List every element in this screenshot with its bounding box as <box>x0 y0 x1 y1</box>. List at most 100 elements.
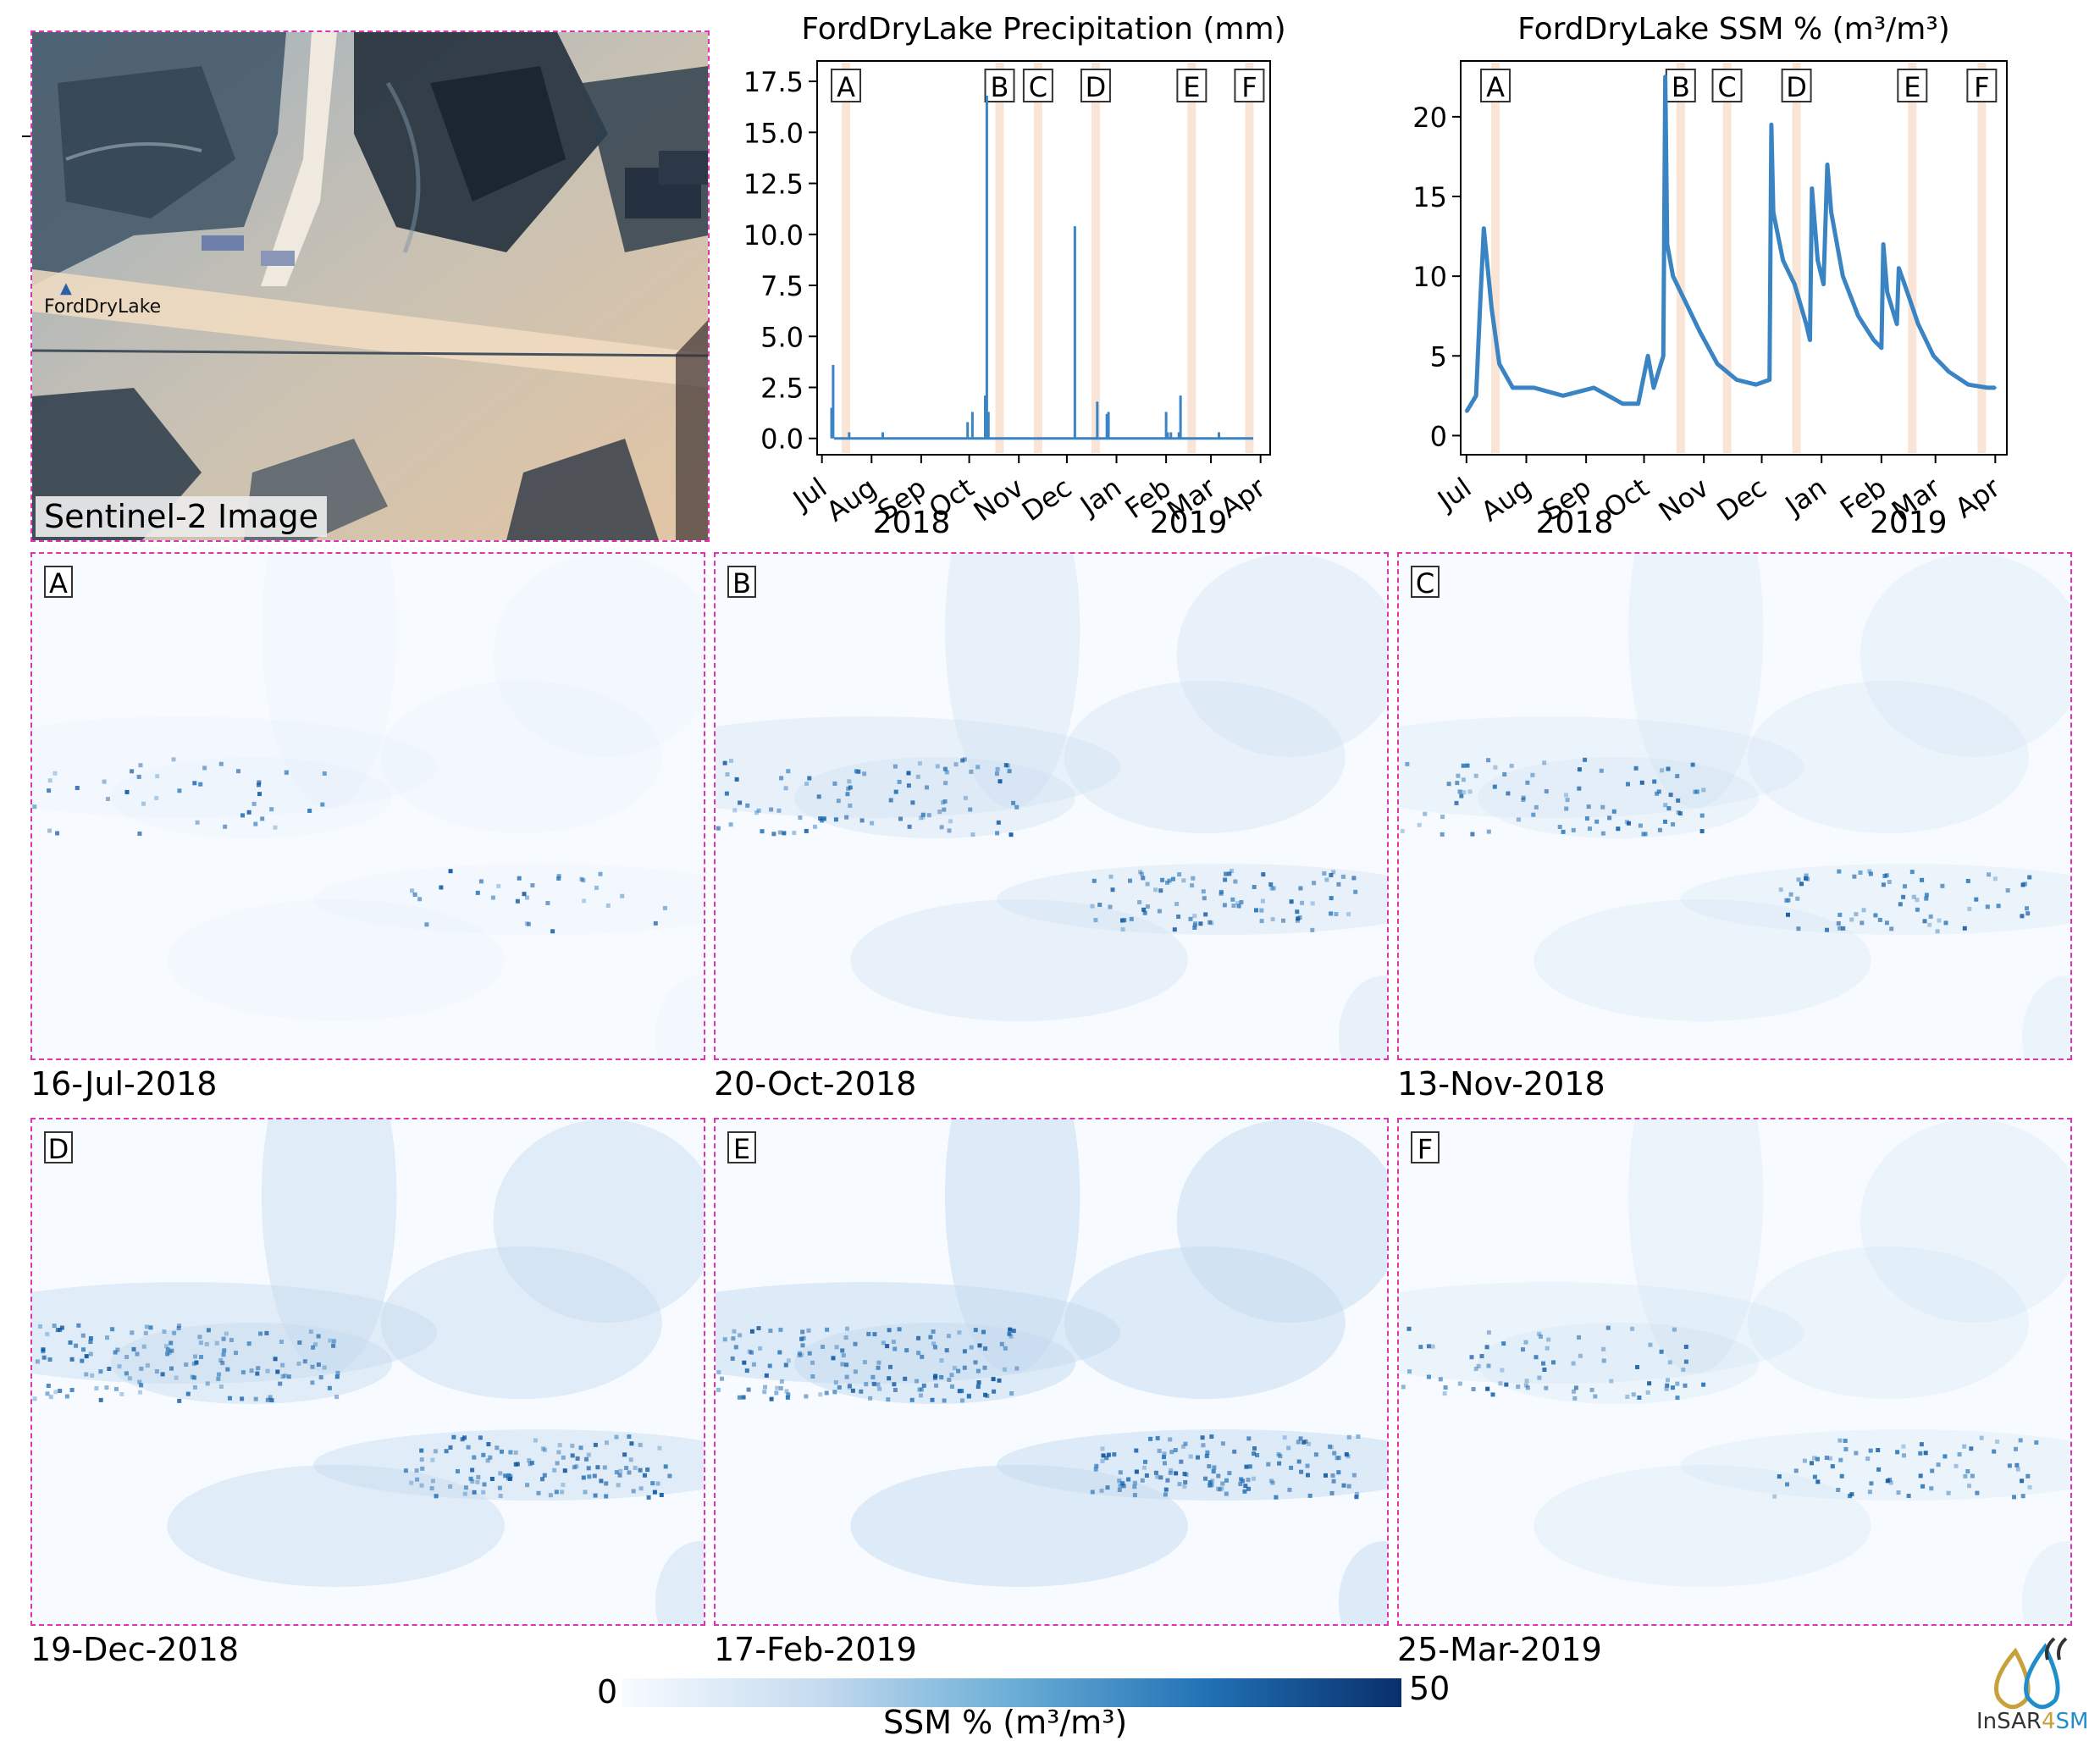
marker-box <box>1897 69 1928 102</box>
ssm-point <box>1830 211 1833 214</box>
ssm-point <box>1857 314 1860 318</box>
sentinel-label: Sentinel-2 Image <box>36 496 328 537</box>
ssm-point <box>1652 386 1655 390</box>
ssm-point <box>1592 386 1595 390</box>
logo-four: 4 <box>2041 1709 2056 1734</box>
precip-chart: FordDryLake Precipitation (mm) A B C D E F 0.0 2… <box>720 0 1389 542</box>
ssm-point <box>1782 258 1785 262</box>
map-date: 16-Jul-2018 <box>30 1065 218 1103</box>
x-tick-label: Dec <box>1016 471 1078 528</box>
ssm-series-line <box>1464 75 1996 413</box>
ssm-point <box>1816 258 1820 262</box>
ssm-point <box>1986 386 1989 390</box>
marker-label: D <box>1086 71 1107 103</box>
site-marker-icon: ▲ <box>60 279 72 297</box>
chart-title: FordDryLake SSM % (m³/m³) <box>1517 12 1950 47</box>
map-date: 13-Nov-2018 <box>1397 1065 1605 1103</box>
map-letter: D <box>44 1131 73 1165</box>
ssm-point <box>1771 211 1775 214</box>
colorbar-min: 0 <box>597 1673 618 1711</box>
year-label: 2018 <box>1536 506 1614 540</box>
ssm-point <box>1886 290 1889 294</box>
ssm-map-texture <box>716 1119 1387 1624</box>
ssm-map-texture <box>1399 1119 2070 1624</box>
year-label: 2019 <box>1870 506 1948 540</box>
marker-label: E <box>1904 71 1920 103</box>
x-tick-label: Apr <box>1949 471 2007 524</box>
y-tick-label: 10.0 <box>743 219 804 251</box>
year-label: 2018 <box>873 506 951 540</box>
map-letter: C <box>1411 566 1440 600</box>
ssm-map-c: C <box>1397 552 2072 1060</box>
logo-suffix: SM <box>2055 1709 2089 1734</box>
ssm-point <box>1666 242 1669 246</box>
ssm-map-e: E <box>714 1118 1389 1626</box>
ssm-point <box>1478 307 1482 310</box>
ssm-point <box>1931 354 1935 357</box>
ssm-point <box>1664 75 1667 79</box>
ssm-map-texture <box>716 554 1387 1058</box>
marker-band <box>1245 63 1254 453</box>
y-tick-label: 20 <box>1412 102 1447 134</box>
y-tick-label: 7.5 <box>760 270 804 302</box>
chart-title: FordDryLake Precipitation (mm) <box>801 12 1285 47</box>
ssm-point <box>1661 354 1665 357</box>
ssm-point <box>1755 383 1758 386</box>
ssm-point <box>1511 386 1515 390</box>
marker-label: B <box>991 71 1009 103</box>
ssm-chart: FordDryLake SSM % (m³/m³) A B C D E F 0 5 10 15 20 J… <box>1389 0 2066 542</box>
ssm-point <box>1561 394 1565 397</box>
axis-tick <box>22 135 30 137</box>
y-tick-label: 17.5 <box>743 66 804 98</box>
sentinel-image-panel: ▲ FordDryLake Sentinel-2 Image <box>30 30 710 542</box>
ssm-map-texture <box>1399 554 2070 1058</box>
marker-band <box>1091 63 1100 453</box>
colorbar <box>622 1678 1401 1707</box>
ssm-point <box>1880 346 1883 350</box>
year-label: 2019 <box>1150 506 1228 540</box>
ssm-point <box>1841 274 1844 278</box>
marker-label: F <box>1974 71 1989 103</box>
marker-box <box>1966 69 1998 102</box>
ssm-point <box>1465 410 1468 413</box>
y-tick-label: 10 <box>1412 261 1447 293</box>
plot-frame <box>1460 60 2008 456</box>
ssm-chart-svg: FordDryLake SSM % (m³/m³) A B C D E F 0 5 10 15 20 J… <box>1412 12 2008 540</box>
plot-frame <box>816 60 1271 456</box>
marker-label: A <box>1486 71 1505 103</box>
ssm-point <box>1821 283 1825 286</box>
x-tick-label: Jul <box>1430 471 1477 517</box>
marker-band <box>1033 63 1042 453</box>
ssm-point <box>1498 362 1501 366</box>
ssm-point <box>1716 362 1719 366</box>
marker-band <box>1722 63 1732 453</box>
colorbar-gradient <box>622 1678 1401 1707</box>
ssm-point <box>1646 354 1650 357</box>
map-letter: E <box>727 1131 756 1165</box>
map-date: 20-Oct-2018 <box>714 1065 917 1103</box>
x-tick-label: Nov <box>1653 471 1715 528</box>
y-tick-label: 15.0 <box>743 117 804 149</box>
ssm-point <box>1683 298 1686 301</box>
ssm-point <box>1810 187 1814 191</box>
map-date: 25-Mar-2019 <box>1397 1631 1602 1668</box>
map-date: 19-Dec-2018 <box>30 1631 240 1668</box>
map-date: 17-Feb-2019 <box>714 1631 917 1668</box>
ssm-point <box>1474 394 1478 397</box>
ssm-point <box>1872 338 1876 341</box>
ssm-point <box>1482 227 1485 230</box>
marker-box <box>1022 69 1053 102</box>
logo-text: InSAR4SM <box>1976 1709 2088 1734</box>
marker-band <box>1977 63 1987 453</box>
marker-box <box>1234 69 1265 102</box>
marker-box <box>984 69 1015 102</box>
marker-band <box>1908 63 1917 453</box>
sentinel-image <box>32 32 708 540</box>
marker-label: E <box>1183 71 1200 103</box>
colorbar-max: 50 <box>1409 1670 1451 1707</box>
ssm-point <box>1768 379 1771 382</box>
marker-box <box>1080 69 1111 102</box>
marker-band <box>1676 63 1685 453</box>
marker-band <box>1792 63 1801 453</box>
ssm-point <box>1489 307 1493 310</box>
